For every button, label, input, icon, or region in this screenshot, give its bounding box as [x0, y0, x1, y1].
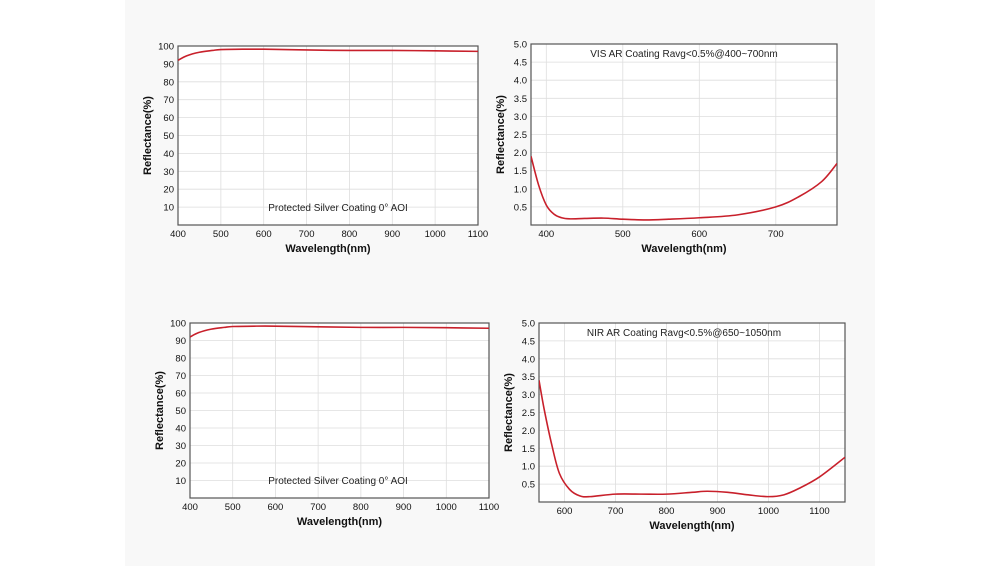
bl-frame: [189, 322, 490, 499]
bl-xtick-label: 900: [396, 502, 412, 513]
bl-xtick-label: 800: [353, 502, 369, 513]
tl-xtick-label: 1100: [468, 229, 488, 240]
bl-ytick-label: 100: [170, 319, 186, 330]
bl-ylabel: Reflectance(%): [154, 371, 166, 450]
tr-xtick-label: 400: [538, 229, 554, 240]
br-frame: [538, 322, 846, 503]
bl-ytick-label: 60: [175, 389, 186, 400]
tl-ytick-label: 70: [163, 95, 174, 106]
tr-frame: [530, 43, 838, 226]
tl-ytick-label: 40: [163, 149, 174, 160]
bl-ytick-label: 80: [175, 354, 186, 365]
br-ytick-label: 5.0: [522, 319, 535, 330]
br-ytick-label: 1.0: [522, 462, 535, 473]
tl-ytick-label: 90: [163, 59, 174, 70]
tr-ytick-label: 1.5: [514, 166, 527, 177]
br-ytick-label: 2.5: [522, 408, 535, 419]
tr-xtick-label: 500: [615, 229, 631, 240]
bl-ytick-label: 10: [175, 476, 186, 487]
br-xtick-label: 600: [557, 506, 573, 517]
bl-annotation: Protected Silver Coating 0° AOI: [268, 476, 408, 487]
tl-xtick-label: 800: [341, 229, 357, 240]
tr-ytick-label: 4.5: [514, 58, 527, 69]
tr-xlabel: Wavelength(nm): [641, 243, 726, 255]
tl-ytick-label: 30: [163, 167, 174, 178]
tl-frame: [177, 45, 479, 226]
tr-ytick-label: 4.0: [514, 76, 527, 87]
tr-ytick-label: 5.0: [514, 40, 527, 51]
tl-xtick-label: 400: [170, 229, 186, 240]
bl-series-curve: [190, 325, 489, 338]
tr-series-curve: [531, 156, 837, 221]
tl-ylabel: Reflectance(%): [142, 96, 154, 175]
br-ytick-label: 3.0: [522, 390, 535, 401]
tl-ytick-label: 50: [163, 131, 174, 142]
br-ytick-label: 0.5: [522, 480, 535, 491]
tl-xtick-label: 700: [299, 229, 315, 240]
tr-xtick-label: 700: [768, 229, 784, 240]
bl-ytick-label: 50: [175, 406, 186, 417]
br-xtick-label: 1100: [809, 506, 829, 517]
tr-ylabel: Reflectance(%): [495, 95, 507, 174]
br-annotation: NIR AR Coating Ravg<0.5%@650~1050nm: [587, 328, 781, 339]
tr-ytick-label: 2.5: [514, 130, 527, 141]
br-ytick-label: 2.0: [522, 426, 535, 437]
br-ylabel: Reflectance(%): [503, 373, 515, 452]
br-ytick-label: 4.0: [522, 354, 535, 365]
tl-xtick-label: 600: [256, 229, 272, 240]
tr-ytick-label: 2.0: [514, 148, 527, 159]
bl-xtick-label: 700: [310, 502, 326, 513]
tl-xtick-label: 1000: [425, 229, 446, 240]
tl-xtick-label: 900: [384, 229, 400, 240]
br-xtick-label: 1000: [758, 506, 779, 517]
tl-xtick-label: 500: [213, 229, 229, 240]
tl-ytick-label: 10: [163, 203, 174, 214]
tl-ytick-label: 20: [163, 185, 174, 196]
bl-xtick-label: 600: [267, 502, 283, 513]
tr-annotation: VIS AR Coating Ravg<0.5%@400~700nm: [590, 49, 778, 60]
bl-xtick-label: 400: [182, 502, 198, 513]
tr-ytick-label: 3.0: [514, 112, 527, 123]
br-series-curve: [539, 380, 845, 498]
tr-ytick-label: 3.5: [514, 94, 527, 105]
tl-annotation: Protected Silver Coating 0° AOI: [268, 203, 408, 214]
bl-xtick-label: 1100: [479, 502, 499, 513]
br-xtick-label: 800: [659, 506, 675, 517]
br-xtick-label: 700: [608, 506, 624, 517]
tl-series-curve: [178, 48, 478, 62]
bl-ytick-label: 90: [175, 336, 186, 347]
tl-xlabel: Wavelength(nm): [285, 243, 370, 255]
tr-ytick-label: 0.5: [514, 202, 527, 213]
tl-ytick-label: 80: [163, 77, 174, 88]
br-ytick-label: 3.5: [522, 372, 535, 383]
tl-ytick-label: 100: [158, 42, 174, 53]
bl-ytick-label: 30: [175, 441, 186, 452]
br-ytick-label: 1.5: [522, 444, 535, 455]
tl-ytick-label: 60: [163, 113, 174, 124]
tr-xtick-label: 600: [691, 229, 707, 240]
br-ytick-label: 4.5: [522, 336, 535, 347]
bl-xlabel: Wavelength(nm): [297, 516, 382, 528]
tr-ytick-label: 1.0: [514, 184, 527, 195]
br-xtick-label: 900: [710, 506, 726, 517]
bl-ytick-label: 70: [175, 371, 186, 382]
bl-ytick-label: 20: [175, 459, 186, 470]
bl-ytick-label: 40: [175, 424, 186, 435]
bl-xtick-label: 1000: [436, 502, 457, 513]
bl-xtick-label: 500: [225, 502, 241, 513]
br-xlabel: Wavelength(nm): [649, 520, 734, 532]
